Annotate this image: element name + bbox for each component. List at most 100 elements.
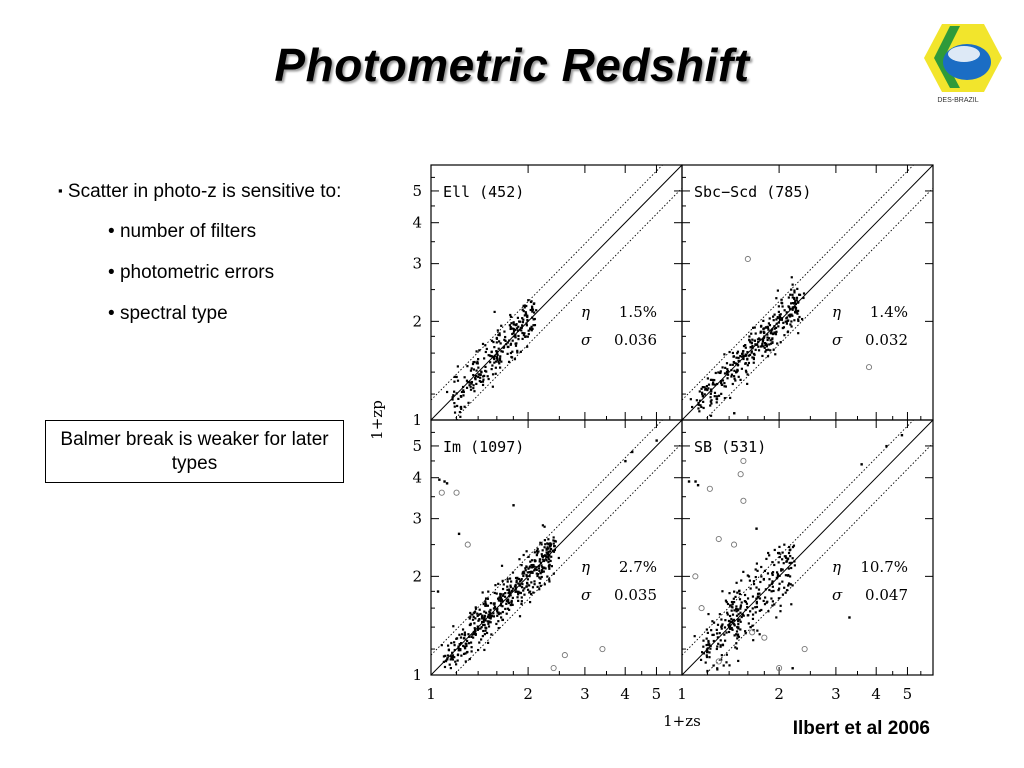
data-point [735, 614, 739, 617]
data-point [735, 607, 738, 611]
data-point [547, 538, 550, 541]
data-point [486, 641, 490, 644]
data-point [539, 577, 542, 580]
data-point [752, 356, 755, 359]
data-point [501, 605, 504, 608]
data-point [515, 581, 518, 584]
data-point [750, 341, 753, 344]
data-point [723, 385, 726, 388]
data-point [531, 308, 535, 311]
data-point [477, 627, 480, 630]
data-point [776, 573, 780, 576]
outlier-point [512, 504, 515, 507]
data-point [777, 551, 780, 555]
data-point [552, 572, 555, 575]
data-point [486, 597, 489, 600]
data-point [536, 585, 539, 588]
outlier-open-point [740, 457, 747, 464]
data-point [751, 338, 754, 341]
data-point [712, 621, 716, 624]
data-point [721, 383, 724, 386]
data-point [493, 603, 496, 606]
panel-plot-area [682, 165, 933, 420]
data-point [756, 592, 760, 595]
data-point [443, 665, 447, 669]
data-point [754, 606, 757, 609]
data-point [763, 335, 766, 338]
data-point [756, 596, 759, 599]
data-point [522, 589, 525, 592]
data-point [484, 629, 487, 632]
data-point [484, 611, 488, 614]
data-point [739, 620, 742, 623]
data-point [796, 312, 799, 315]
data-point [480, 371, 483, 374]
data-point [497, 620, 500, 623]
data-point [472, 368, 476, 371]
data-point [724, 619, 727, 622]
data-point [762, 319, 765, 322]
data-point [771, 600, 775, 603]
data-point [718, 632, 721, 635]
data-point [794, 302, 798, 306]
data-point [768, 324, 772, 327]
data-point [776, 316, 779, 319]
data-point [499, 604, 502, 607]
data-point [700, 405, 703, 409]
data-point [746, 597, 750, 600]
data-point [775, 318, 778, 321]
data-point [723, 397, 726, 400]
data-point [698, 410, 701, 413]
data-point [539, 541, 542, 544]
data-point [517, 582, 520, 585]
data-point [729, 396, 732, 400]
data-point [739, 604, 743, 607]
data-point [538, 576, 541, 579]
data-point [795, 296, 799, 299]
data-point [702, 652, 706, 655]
data-point [495, 337, 499, 340]
data-point [791, 293, 794, 296]
data-point [468, 623, 471, 627]
data-point [712, 381, 715, 384]
callout-text: Balmer break is weaker for later types [60, 428, 329, 474]
sigma-value: 0.047 [865, 586, 908, 604]
data-point [514, 576, 518, 580]
data-point [497, 360, 500, 363]
data-point [518, 583, 521, 586]
data-point [471, 633, 474, 636]
data-point [775, 322, 778, 325]
data-point [511, 327, 514, 330]
data-point [716, 623, 720, 626]
data-point [760, 608, 763, 612]
dot-bullet-icon: • [108, 221, 115, 242]
data-point [498, 362, 501, 365]
data-point [541, 549, 544, 552]
data-point [791, 308, 794, 311]
data-point [778, 555, 781, 559]
data-point [767, 322, 771, 325]
data-point [548, 553, 551, 557]
data-point [759, 325, 763, 328]
sigma-value: 0.032 [865, 331, 908, 349]
outlier-open-point [865, 364, 873, 371]
data-point [717, 371, 720, 374]
outlier-point [848, 616, 851, 619]
data-point [762, 345, 765, 348]
data-point [735, 610, 738, 613]
data-point [481, 383, 485, 387]
data-point [530, 325, 533, 328]
data-point [488, 620, 491, 623]
data-point [763, 341, 767, 345]
data-point [513, 358, 517, 361]
data-point [521, 317, 524, 320]
data-point [765, 557, 768, 561]
data-point [475, 350, 478, 353]
data-point [789, 583, 792, 586]
data-point [726, 377, 729, 380]
data-point [740, 367, 744, 370]
data-point [697, 407, 700, 410]
data-point [499, 342, 502, 345]
data-point [501, 618, 504, 622]
data-point [714, 371, 717, 375]
